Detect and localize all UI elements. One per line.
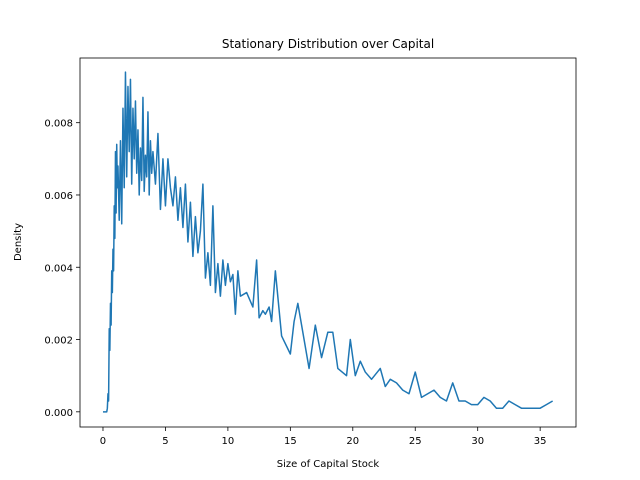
y-tick-label: 0.008 (44, 119, 73, 130)
y-axis-label: Density (13, 223, 24, 261)
x-tick-label: 25 (409, 436, 422, 447)
x-tick-label: 15 (284, 436, 297, 447)
x-tick-label: 35 (534, 436, 547, 447)
chart-title: Stationary Distribution over Capital (222, 37, 434, 51)
plot-frame (79, 57, 577, 428)
y-tick-label: 0.002 (44, 336, 73, 347)
y-tick-label: 0.006 (44, 191, 73, 202)
x-tick-label: 30 (471, 436, 484, 447)
x-axis-label: Size of Capital Stock (277, 459, 380, 470)
x-tick-label: 5 (162, 436, 168, 447)
x-tick-label: 0 (100, 436, 106, 447)
data-line (102, 71, 554, 413)
y-tick-label: 0.004 (44, 263, 73, 274)
y-tick-label: 0.000 (44, 408, 73, 419)
x-tick-label: 10 (222, 436, 235, 447)
x-tick-label: 20 (346, 436, 359, 447)
